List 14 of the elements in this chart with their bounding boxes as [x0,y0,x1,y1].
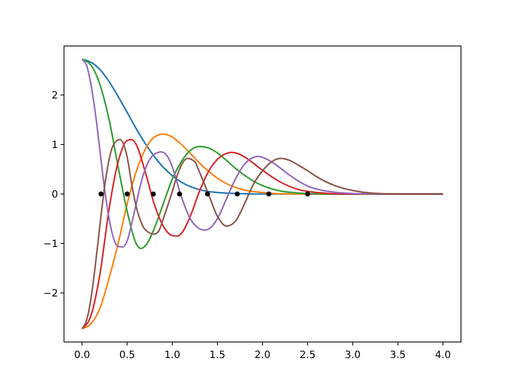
x-tick-label: 0.0 [74,350,90,361]
x-tick-label: 1.0 [164,350,180,361]
x-tick-label: 2.0 [254,350,270,361]
y-tick-label: 0 [52,190,58,200]
x-tick-label: 2.5 [300,350,316,361]
x-tick-label: 0.5 [119,350,136,361]
x-tick-label: 4.0 [435,350,451,361]
x-tick-label: 3.0 [344,350,361,361]
y-tick-label: 1 [52,140,58,151]
x-tick-label: 1.5 [209,350,226,361]
x-tick-label: 3.5 [390,350,406,361]
y-tick-label: −2 [43,288,58,300]
y-tick-label: 2 [52,90,58,102]
y-tick-label: −1 [43,239,58,250]
